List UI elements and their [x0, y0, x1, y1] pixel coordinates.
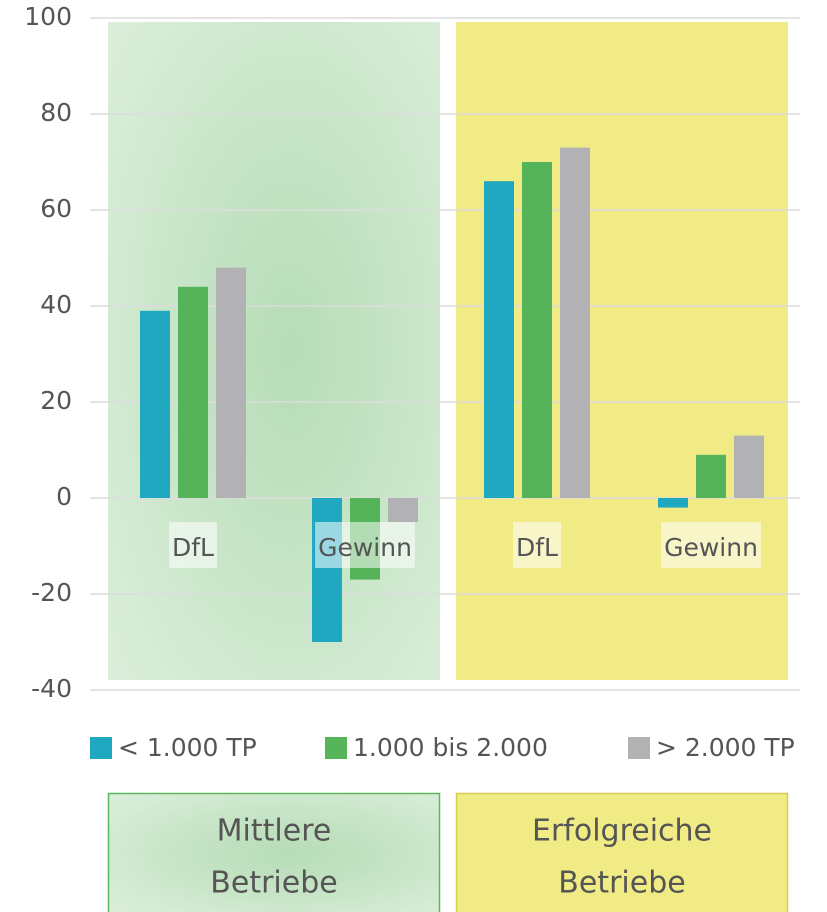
bar [216, 267, 246, 498]
bar [734, 435, 764, 498]
group-label: Mittlere [217, 814, 332, 849]
bar [178, 286, 208, 498]
y-tick-label: 20 [40, 386, 72, 415]
bar [696, 454, 726, 498]
bar [388, 498, 418, 522]
y-tick-label: 40 [40, 290, 72, 319]
legend-swatch [325, 737, 347, 759]
y-tick-label: -40 [31, 674, 72, 703]
bar [312, 498, 342, 642]
y-tick-label: -20 [31, 578, 72, 607]
group-box [455, 792, 789, 912]
bar [140, 310, 170, 498]
x-tick-label: Gewinn [318, 533, 412, 562]
bar [484, 181, 514, 498]
label-bg [169, 522, 218, 568]
x-tick-label: DfL [516, 533, 558, 562]
legend-label: > 2.000 TP [656, 733, 795, 762]
x-tick-label: DfL [172, 533, 214, 562]
bar [560, 147, 590, 498]
y-tick-label: 80 [40, 98, 72, 127]
label-bg [315, 522, 415, 568]
group-label: Erfolgreiche [532, 814, 712, 849]
y-tick-label: 100 [24, 2, 72, 31]
label-bg [661, 522, 761, 568]
group-label: Betriebe [558, 866, 685, 901]
legend-swatch [90, 737, 112, 759]
bar [658, 498, 688, 508]
x-tick-label: Gewinn [664, 533, 758, 562]
group-label: Betriebe [210, 866, 337, 901]
legend-label: 1.000 bis 2.000 [353, 733, 548, 762]
group-box [107, 792, 441, 912]
y-tick-label: 60 [40, 194, 72, 223]
label-bg [513, 522, 562, 568]
legend-swatch [628, 737, 650, 759]
legend-label: < 1.000 TP [118, 733, 257, 762]
bar [522, 162, 552, 498]
y-tick-label: 0 [56, 482, 72, 511]
